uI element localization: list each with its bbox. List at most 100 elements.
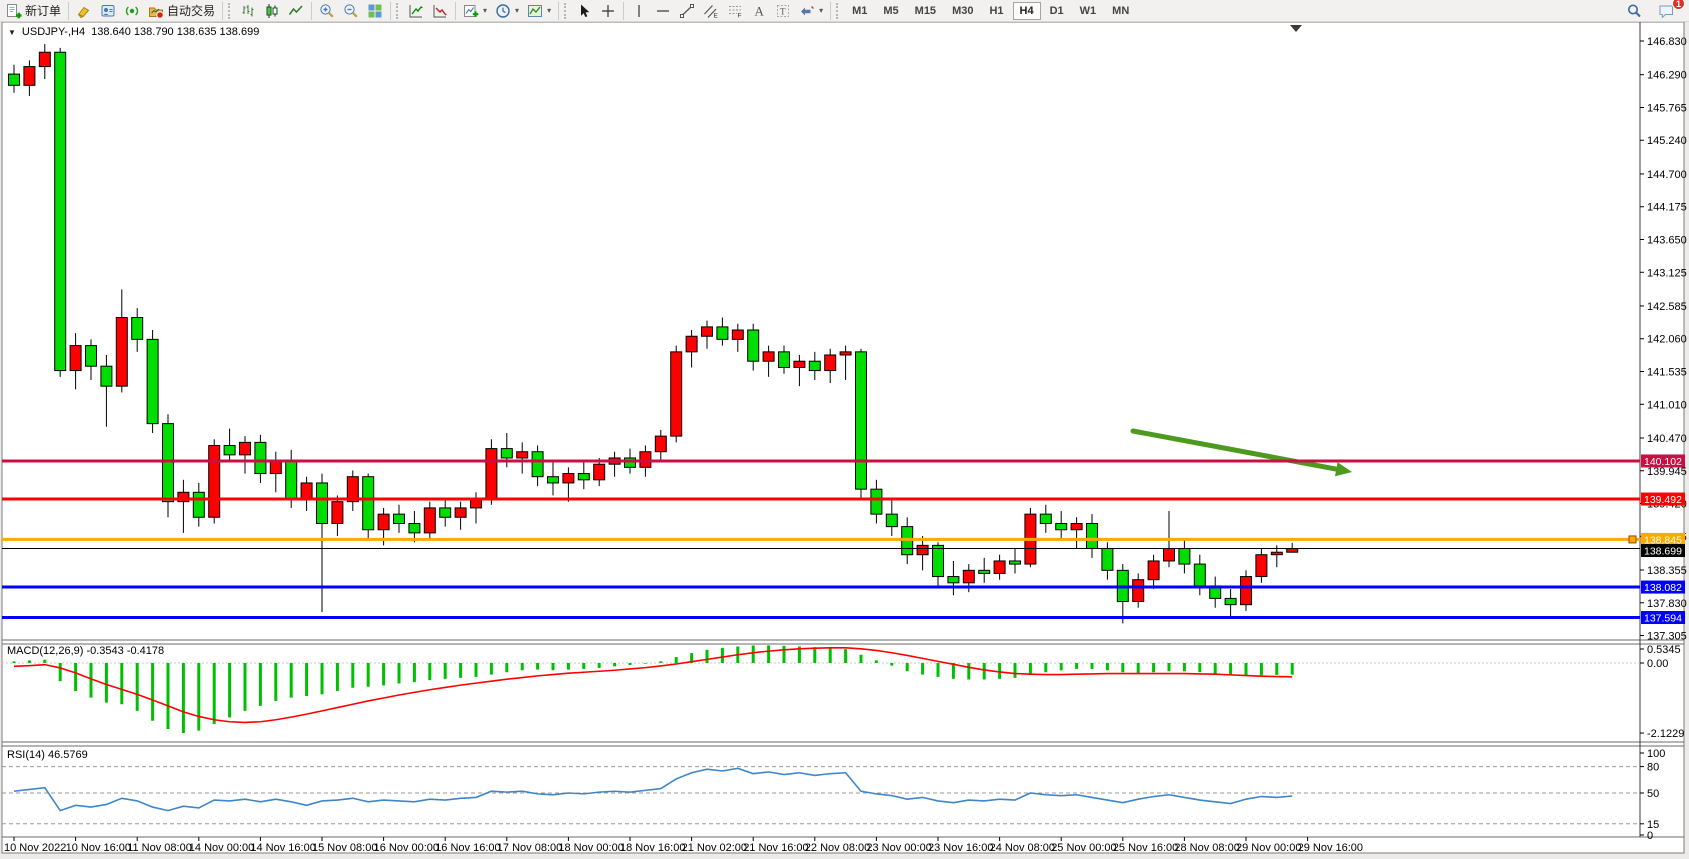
bar-chart-type-button[interactable] <box>236 1 260 21</box>
candle-down <box>932 544 944 578</box>
new-order-button[interactable]: 新订单 <box>2 1 65 21</box>
candle-down <box>146 338 159 425</box>
line-chart-type-button[interactable] <box>284 1 308 21</box>
price-tick-label: 139.945 <box>1647 466 1687 478</box>
arrows-tool-button[interactable]: ▾ <box>795 1 827 21</box>
search-button[interactable] <box>1622 1 1646 21</box>
candle-up <box>115 317 128 387</box>
text-tool-button[interactable]: A <box>747 1 771 21</box>
chart-shift-marker[interactable] <box>1290 25 1302 32</box>
line-chart-icon <box>288 3 304 19</box>
candle-up <box>993 560 1006 574</box>
candle-up <box>685 335 698 353</box>
candlestick-type-button[interactable] <box>260 1 284 21</box>
toolbar-grip <box>228 2 233 19</box>
time-axis-label: 28 Nov 08:00 <box>1174 842 1239 854</box>
time-axis-label: 10 Nov 2022 <box>4 842 66 854</box>
text-label-tool-button[interactable]: T <box>771 1 795 21</box>
horizontal-line-tool-button[interactable] <box>651 1 675 21</box>
candle-up <box>1255 554 1268 578</box>
template-icon <box>527 3 543 19</box>
zoom-in-button[interactable] <box>315 1 339 21</box>
candle-up <box>654 435 667 453</box>
level-line-handle[interactable] <box>1628 535 1637 544</box>
timeframe-button-m5[interactable]: M5 <box>883 4 899 17</box>
trend-arrow-line[interactable] <box>1130 428 1341 472</box>
price-level-label-box <box>1641 611 1685 625</box>
dropdown-arrow-icon: ▾ <box>547 6 552 15</box>
candle-up <box>701 326 713 337</box>
period-clock-button[interactable]: ▾ <box>491 1 523 21</box>
candle-up <box>1240 576 1252 606</box>
candle-up <box>1286 548 1299 553</box>
macd-tick-label: 0.00 <box>1647 658 1668 670</box>
candle-down <box>978 569 991 574</box>
tile-windows-button[interactable] <box>363 1 387 21</box>
trendline-tool-button[interactable] <box>675 1 699 21</box>
candle-down <box>577 473 590 481</box>
toolbar-separator <box>68 1 70 20</box>
toolbar-grip <box>564 2 569 19</box>
timeframe-button-m1[interactable]: M1 <box>852 4 868 17</box>
chart-window-down-button[interactable] <box>428 1 452 21</box>
toolbar-separator <box>222 1 224 20</box>
timeframe-button-h4[interactable]: H4 <box>1012 1 1041 20</box>
candle-down <box>439 507 452 518</box>
candle-down <box>362 476 375 531</box>
price-level-label: 138.082 <box>1644 582 1682 594</box>
chart-window-up-button[interactable] <box>404 1 428 21</box>
macd-tick-label: 0.5345 <box>1647 644 1681 656</box>
price-level-label-box <box>1641 454 1685 468</box>
fibonacci-tool-button[interactable]: F <box>723 1 747 21</box>
time-axis-label: 16 Nov 00:00 <box>374 842 439 854</box>
strategy-tester-button[interactable] <box>96 1 120 21</box>
toolbar-separator <box>455 1 457 20</box>
chart-template-button[interactable]: ▾ <box>523 1 555 21</box>
candle-down <box>316 482 328 525</box>
crosshair-tool-button[interactable] <box>596 1 620 21</box>
notifications-button[interactable]: 1 <box>1654 0 1685 21</box>
price-tick-label: 144.175 <box>1647 202 1687 214</box>
price-level-label: 138.699 <box>1644 546 1682 558</box>
svg-text:E: E <box>714 12 719 19</box>
add-indicator-button[interactable]: ▾ <box>459 1 491 21</box>
price-level-label-box <box>1641 580 1685 594</box>
zoom-out-button[interactable] <box>339 1 363 21</box>
timeframe-button-d1[interactable]: D1 <box>1049 4 1064 17</box>
autotrading-button[interactable]: 自动交易 <box>144 1 219 21</box>
zoom-in-icon <box>319 3 335 19</box>
price-tick-label: 142.585 <box>1647 301 1687 313</box>
candle-down <box>547 476 559 484</box>
market-watch-button[interactable] <box>72 1 96 21</box>
channel-icon: E <box>703 3 719 19</box>
new-order-label: 新订单 <box>25 4 62 18</box>
timeframe-button-h1[interactable]: H1 <box>989 4 1004 17</box>
candle-up <box>562 473 575 484</box>
price-level-label-box <box>1641 492 1685 506</box>
timeframe-button-w1[interactable]: W1 <box>1079 4 1097 17</box>
equidistant-channel-tool-button[interactable]: E <box>699 1 723 21</box>
notification-badge: 1 <box>1672 0 1685 10</box>
signals-button[interactable] <box>120 1 144 21</box>
candle-up <box>731 329 744 340</box>
autotrading-icon <box>148 3 164 19</box>
candle-up <box>824 354 837 372</box>
candle-down <box>1086 523 1098 549</box>
candle-up <box>269 460 282 475</box>
time-axis-label: 29 Nov 16:00 <box>1298 842 1363 854</box>
main-toolbar: 新订单 自动交易 ▾ ▾ ▾ <box>0 0 1689 22</box>
cursor-tool-button[interactable] <box>572 1 596 21</box>
timeframe-button-mn[interactable]: MN <box>1112 4 1130 17</box>
time-axis-label: 25 Nov 00:00 <box>1051 842 1116 854</box>
vertical-line-tool-button[interactable] <box>627 1 651 21</box>
price-tick-label: 141.535 <box>1647 367 1687 379</box>
crosshair-icon <box>600 3 616 19</box>
price-level-label: 140.102 <box>1644 456 1682 468</box>
price-tick-label: 145.240 <box>1647 135 1687 147</box>
timeframe-button-m30[interactable]: M30 <box>952 4 974 17</box>
timeframe-button-m15[interactable]: M15 <box>914 4 937 17</box>
trend-arrow-head[interactable] <box>1335 462 1352 477</box>
candle-down <box>85 345 97 367</box>
